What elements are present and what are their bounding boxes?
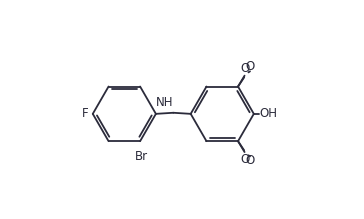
Text: O: O bbox=[240, 153, 249, 166]
Text: O: O bbox=[245, 60, 254, 73]
Text: Br: Br bbox=[135, 150, 148, 163]
Text: OH: OH bbox=[259, 107, 277, 120]
Text: O: O bbox=[240, 62, 249, 74]
Text: F: F bbox=[82, 107, 89, 120]
Text: O: O bbox=[245, 154, 254, 167]
Text: NH: NH bbox=[156, 95, 173, 109]
